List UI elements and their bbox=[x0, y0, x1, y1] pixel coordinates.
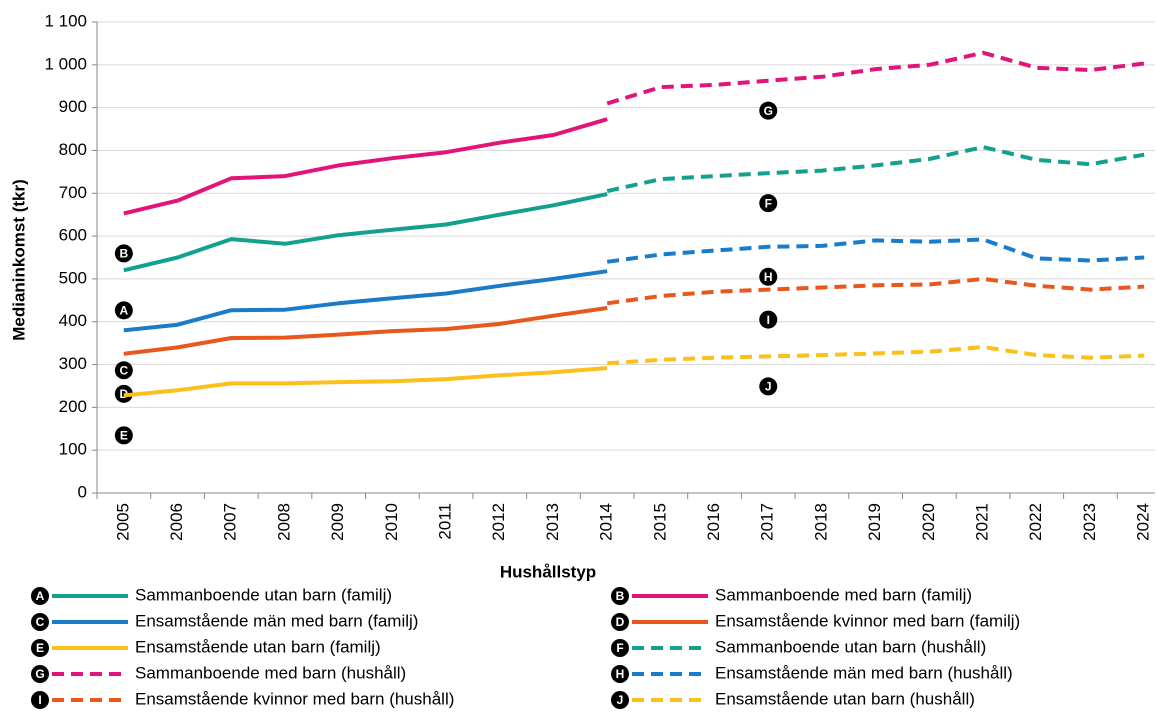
legend-badge-badge bbox=[31, 665, 49, 683]
x-tick-label: 2006 bbox=[167, 503, 186, 541]
legend-badge: I bbox=[38, 693, 41, 707]
x-tick-label: 2010 bbox=[382, 503, 401, 541]
y-tick-label: 1 000 bbox=[44, 54, 87, 73]
legend-badge: J bbox=[617, 693, 624, 707]
series-annotation: A bbox=[120, 304, 129, 318]
x-tick-label: 2024 bbox=[1134, 503, 1153, 541]
series-annotation-badge bbox=[759, 101, 778, 120]
series-annotation-badge bbox=[759, 310, 778, 329]
y-axis-label: Medianinkomst (tkr) bbox=[9, 179, 28, 341]
series-annotation: G bbox=[764, 104, 773, 118]
legend-badge-badge bbox=[611, 587, 629, 605]
x-tick-label: 2018 bbox=[811, 503, 830, 541]
legend-badge: G bbox=[35, 667, 44, 681]
x-tick-label: 2015 bbox=[650, 503, 669, 541]
series-annotation-badge bbox=[759, 377, 778, 396]
y-tick-label: 600 bbox=[59, 226, 87, 245]
x-tick-label: 2013 bbox=[543, 503, 562, 541]
series-annotation: C bbox=[120, 363, 129, 377]
legend-label: Ensamstående män med barn (familj) bbox=[135, 611, 418, 630]
x-tick-label: 2011 bbox=[436, 503, 455, 540]
y-tick-label: 300 bbox=[59, 354, 87, 373]
legend-label: Ensamstående kvinnor med barn (familj) bbox=[715, 611, 1020, 630]
legend-badge-badge bbox=[31, 639, 49, 657]
series-line bbox=[123, 192, 608, 273]
y-tick-label: 400 bbox=[59, 311, 87, 330]
x-tick-label: 2017 bbox=[758, 503, 777, 541]
y-tick-label: 500 bbox=[59, 268, 87, 287]
x-tick-label: 2016 bbox=[704, 503, 723, 541]
legend-badge: F bbox=[616, 641, 623, 655]
legend-label: Sammanboende utan barn (familj) bbox=[135, 585, 392, 604]
series-annotation-badge bbox=[759, 194, 778, 213]
series-annotation: H bbox=[764, 270, 773, 284]
x-tick-label: 2012 bbox=[489, 503, 508, 541]
legend-label: Sammanboende med barn (familj) bbox=[715, 585, 972, 604]
series-line bbox=[123, 117, 608, 216]
y-tick-label: 200 bbox=[59, 397, 87, 416]
legend-badge: A bbox=[36, 589, 45, 603]
legend-label: Ensamstående kvinnor med barn (hushåll) bbox=[135, 689, 454, 708]
series-line bbox=[123, 269, 608, 333]
x-tick-label: 2019 bbox=[865, 503, 884, 541]
x-tick-label: 2023 bbox=[1080, 503, 1099, 541]
y-tick-label: 900 bbox=[59, 97, 87, 116]
x-tick-label: 2020 bbox=[919, 503, 938, 541]
series-annotation-badge bbox=[114, 361, 133, 380]
x-tick-label: 2009 bbox=[328, 503, 347, 541]
series-line bbox=[123, 306, 608, 356]
legend-badge: C bbox=[36, 615, 45, 629]
x-tick-label: 2005 bbox=[113, 503, 132, 541]
legend-badge-badge bbox=[611, 639, 629, 657]
y-tick-label: 1 100 bbox=[44, 11, 87, 30]
y-tick-label: 100 bbox=[59, 440, 87, 459]
x-tick-label: 2014 bbox=[597, 503, 616, 541]
legend-badge-badge bbox=[611, 613, 629, 631]
series-line bbox=[606, 145, 1145, 194]
series-annotation-badge bbox=[759, 267, 778, 286]
legend-badge-badge bbox=[31, 613, 49, 631]
legend-badge-badge bbox=[611, 665, 629, 683]
x-axis-label: Hushållstyp bbox=[500, 562, 596, 581]
series-line bbox=[607, 345, 1145, 366]
legend-badge: E bbox=[36, 641, 44, 655]
y-tick-label: 0 bbox=[78, 482, 87, 501]
series-annotation: J bbox=[765, 380, 772, 394]
series-annotation: E bbox=[120, 429, 128, 443]
x-tick-label: 2022 bbox=[1026, 503, 1045, 541]
legend-label: Ensamstående män med barn (hushåll) bbox=[715, 663, 1013, 682]
legend-badge: H bbox=[616, 667, 625, 681]
series-annotation: I bbox=[767, 313, 770, 327]
series-line bbox=[606, 276, 1145, 306]
legend-badge-badge bbox=[31, 587, 49, 605]
series-annotation-badge bbox=[114, 301, 133, 320]
legend-label: Ensamstående utan barn (familj) bbox=[135, 637, 381, 656]
legend-badge-badge bbox=[31, 691, 49, 709]
series-annotation: F bbox=[765, 196, 772, 210]
x-tick-label: 2021 bbox=[973, 503, 992, 541]
x-tick-label: 2008 bbox=[274, 503, 293, 541]
legend-label: Sammanboende utan barn (hushåll) bbox=[715, 637, 986, 656]
series-annotation-badge bbox=[114, 426, 133, 445]
legend-badge: B bbox=[616, 589, 625, 603]
y-tick-label: 700 bbox=[59, 183, 87, 202]
series-annotation-badge bbox=[114, 244, 133, 263]
legend-label: Sammanboende med barn (hushåll) bbox=[135, 663, 406, 682]
legend-label: Ensamstående utan barn (hushåll) bbox=[715, 689, 975, 708]
series-line bbox=[123, 366, 608, 398]
x-tick-label: 2007 bbox=[221, 503, 240, 541]
legend-badge: D bbox=[616, 615, 625, 629]
legend-badge-badge bbox=[611, 691, 629, 709]
series-line bbox=[606, 237, 1145, 264]
series-annotation: B bbox=[120, 247, 129, 261]
y-tick-label: 800 bbox=[59, 140, 87, 159]
series-line bbox=[606, 50, 1145, 106]
